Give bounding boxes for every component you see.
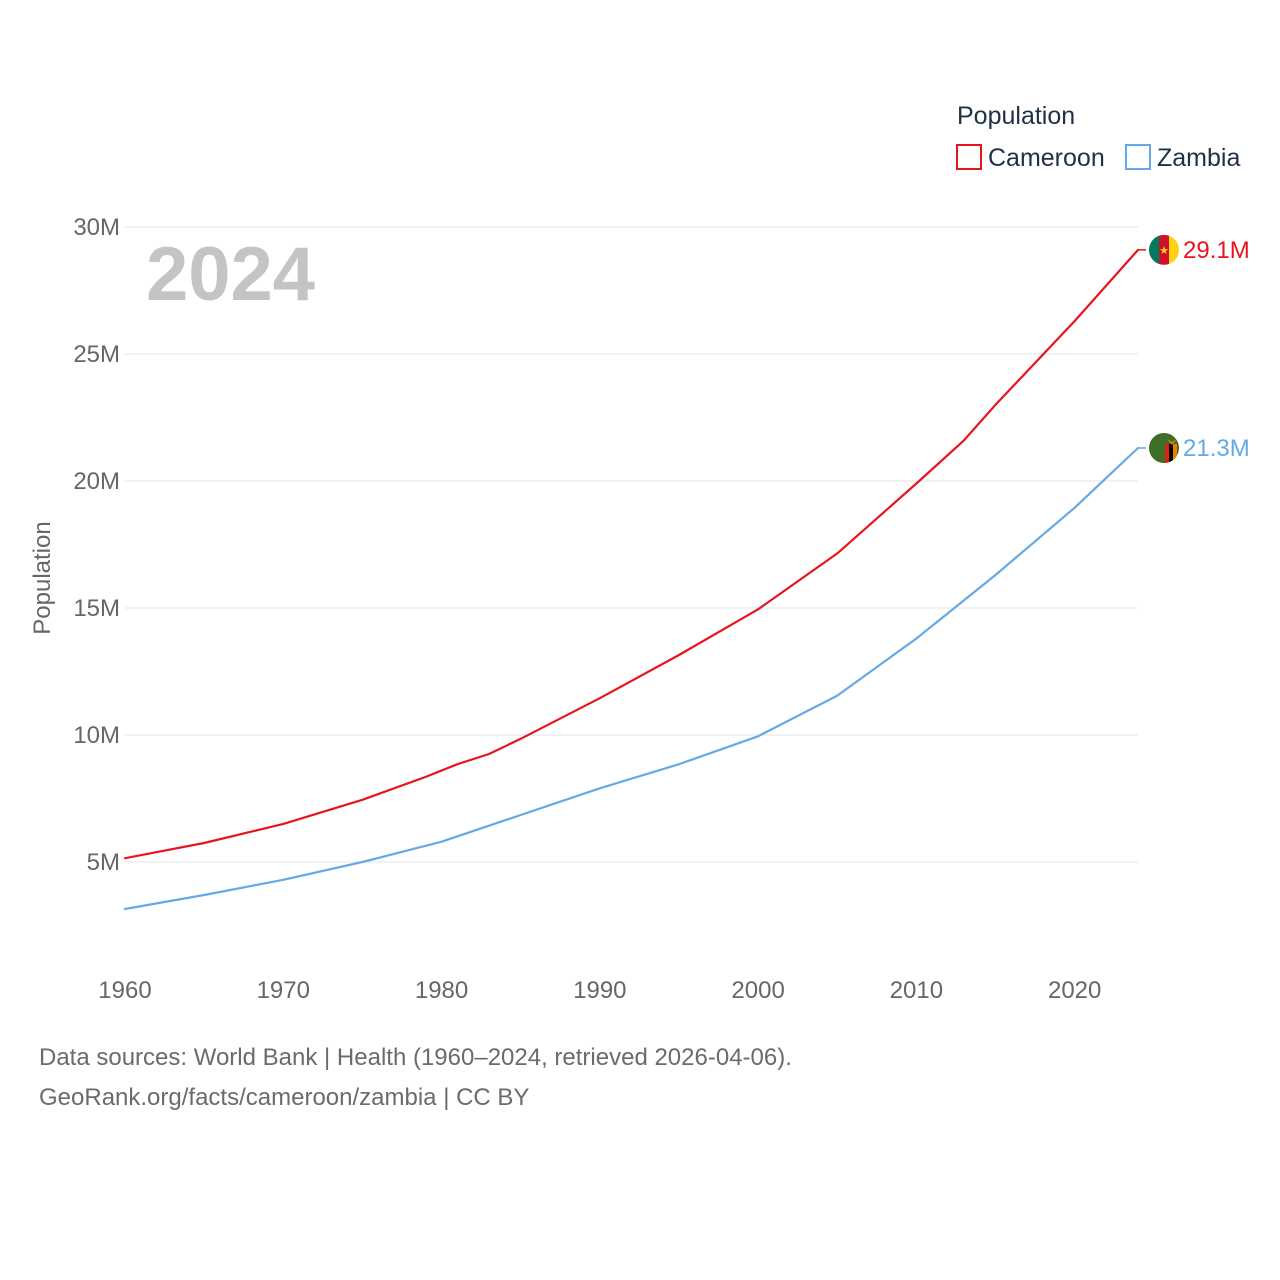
cameroon-flag-icon: ★ — [1149, 234, 1179, 265]
series-line-cameroon — [123, 248, 1140, 860]
x-tick-label: 1990 — [573, 977, 626, 1004]
legend-title: Population — [957, 102, 1075, 130]
x-tick-label: 2020 — [1048, 977, 1101, 1004]
y-tick-label: 10M — [73, 722, 120, 749]
y-tick-label: 30M — [73, 214, 120, 241]
y-tick-label: 5M — [87, 849, 120, 876]
x-tick-label: 1960 — [98, 977, 151, 1004]
x-axis-ticks: 1960 1970 1980 1990 2000 2010 2020 — [98, 977, 1101, 1004]
y-tick-label: 25M — [73, 341, 120, 368]
grid-lines — [125, 226, 1138, 863]
footer-sources: Data sources: World Bank | Health (1960–… — [39, 1044, 792, 1071]
legend-label-cameroon: Cameroon — [988, 144, 1105, 172]
footer-attribution[interactable]: GeoRank.org/facts/cameroon/zambia | CC B… — [39, 1084, 530, 1111]
x-tick-label: 2010 — [890, 977, 943, 1004]
x-tick-label: 1980 — [415, 977, 468, 1004]
legend-swatch-cameroon — [956, 144, 982, 170]
y-tick-label: 20M — [73, 468, 120, 495]
legend-swatch-zambia — [1125, 144, 1151, 170]
legend-item-zambia[interactable]: Zambia — [1125, 144, 1240, 172]
end-value-label-cameroon: 29.1M — [1183, 237, 1250, 264]
current-year-label: 2024 — [146, 232, 315, 317]
series-lines — [123, 248, 1140, 911]
svg-text:★: ★ — [1159, 244, 1169, 257]
end-value-label-zambia: 21.3M — [1183, 435, 1250, 462]
y-axis-label: Population — [29, 521, 56, 634]
legend-item-cameroon[interactable]: Cameroon — [956, 144, 1105, 172]
x-tick-label: 1970 — [257, 977, 310, 1004]
legend-label-zambia: Zambia — [1157, 144, 1240, 172]
series-end-markers: ★ 29.1M 21.3M — [1138, 234, 1250, 463]
y-tick-label: 15M — [73, 595, 120, 622]
x-tick-label: 2000 — [731, 977, 784, 1004]
y-axis-ticks: 5M 10M 15M 20M 25M 30M — [73, 214, 120, 876]
series-line-zambia — [123, 446, 1140, 911]
zambia-flag-icon — [1149, 432, 1179, 463]
